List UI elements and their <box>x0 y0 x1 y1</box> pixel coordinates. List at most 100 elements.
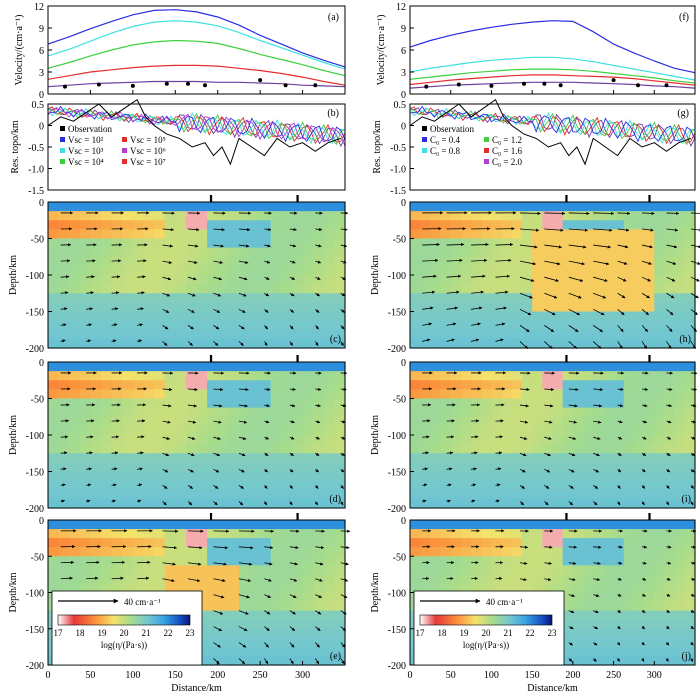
viscosity-cell <box>313 498 325 509</box>
viscosity-cell <box>562 453 574 463</box>
flow-arrow <box>238 260 249 264</box>
viscosity-cell <box>633 498 645 509</box>
viscosity-cell <box>154 371 166 381</box>
viscosity-cell <box>613 320 625 331</box>
observation-residual-line <box>409 98 692 166</box>
viscosity-cell <box>302 407 314 418</box>
viscosity-cell <box>410 311 421 322</box>
flow-arrow <box>666 228 679 232</box>
viscosity-cell <box>674 619 686 630</box>
viscosity-cell <box>207 471 219 482</box>
viscosity-cell <box>291 338 304 349</box>
viscosity-cell <box>302 583 314 594</box>
viscosity-cell <box>154 435 166 445</box>
viscosity-cell <box>491 211 503 221</box>
viscosity-cell <box>552 556 564 566</box>
viscosity-cell <box>440 338 452 349</box>
viscosity-cell <box>217 655 229 666</box>
viscosity-cell <box>420 547 431 557</box>
viscosity-cell <box>481 229 493 240</box>
viscosity-cell <box>644 247 655 258</box>
viscosity-cell <box>281 416 293 427</box>
viscosity-cell <box>471 284 482 294</box>
viscosity-cell <box>420 329 431 340</box>
viscosity-cell <box>260 628 272 639</box>
viscosity-cell <box>583 371 594 381</box>
flow-arrow <box>617 341 623 349</box>
y-tick-label: -100 <box>388 431 406 442</box>
viscosity-cell <box>334 489 346 500</box>
viscosity-cell <box>207 453 219 463</box>
viscosity-cell <box>572 416 584 427</box>
viscosity-cell <box>291 610 304 621</box>
legend-label: Vsc = 10³ <box>68 146 104 156</box>
flow-arrow <box>666 452 671 456</box>
viscosity-cell <box>440 229 452 240</box>
viscosity-cell <box>334 480 346 491</box>
viscosity-cell <box>58 211 70 221</box>
flow-arrow <box>213 658 220 665</box>
viscosity-cell <box>654 416 666 427</box>
viscosity-cell <box>511 275 523 285</box>
viscosity-cell <box>249 320 261 331</box>
viscosity-cell <box>175 329 187 340</box>
viscosity-cell <box>583 229 594 240</box>
viscosity-cell <box>572 529 584 539</box>
viscosity-cell <box>281 583 293 594</box>
viscosity-cell <box>471 416 482 427</box>
flow-arrow <box>519 211 541 216</box>
viscosity-cell <box>633 637 645 648</box>
flow-arrow <box>641 260 652 265</box>
flow-arrow <box>519 325 530 333</box>
viscosity-cell <box>603 547 615 557</box>
viscosity-cell <box>313 275 325 285</box>
viscosity-cell <box>291 425 304 436</box>
viscosity-cell <box>521 311 533 322</box>
viscosity-cell <box>532 238 543 249</box>
flow-arrow <box>422 467 429 471</box>
viscosity-cell <box>644 284 655 294</box>
viscosity-cell <box>644 362 655 372</box>
viscosity-cell <box>654 520 666 530</box>
viscosity-cell <box>664 311 676 322</box>
flow-arrow <box>340 436 346 440</box>
viscosity-cell <box>196 583 208 594</box>
flow-arrow <box>592 658 597 662</box>
viscosity-cell <box>185 398 198 409</box>
viscosity-cell <box>471 556 482 566</box>
viscosity-cell <box>430 574 442 585</box>
viscosity-cell <box>164 407 176 418</box>
viscosity-cell <box>460 362 472 372</box>
flow-arrow <box>289 594 297 598</box>
viscosity-cell <box>175 293 187 303</box>
viscosity-cell <box>583 619 594 630</box>
flow-arrow <box>238 642 247 648</box>
viscosity-cell <box>207 256 219 267</box>
viscosity-cell <box>613 619 625 630</box>
viscosity-cell <box>143 329 155 340</box>
viscosity-cell <box>132 556 145 566</box>
viscosity-cell <box>654 311 666 322</box>
viscosity-cell <box>185 371 198 381</box>
flow-arrow <box>60 323 67 327</box>
viscosity-cell <box>207 238 219 249</box>
flow-arrow <box>422 322 432 326</box>
viscosity-cell <box>572 329 584 340</box>
velocity-series-line <box>409 74 696 86</box>
viscosity-cell <box>323 398 335 409</box>
viscosity-cell <box>48 574 60 585</box>
viscosity-cell <box>302 302 314 313</box>
viscosity-cell <box>410 389 421 400</box>
viscosity-cell <box>228 556 240 566</box>
viscosity-cell <box>521 371 533 381</box>
viscosity-cell <box>583 556 594 566</box>
viscosity-cell <box>323 247 335 258</box>
viscosity-cell <box>633 628 645 639</box>
viscosity-cell <box>154 529 166 539</box>
viscosity-cell <box>228 389 240 400</box>
viscosity-cell <box>603 256 615 267</box>
viscosity-cell <box>430 444 442 454</box>
flow-arrow <box>315 292 320 297</box>
x-tick-label: 50 <box>446 670 456 681</box>
viscosity-cell <box>471 398 482 409</box>
